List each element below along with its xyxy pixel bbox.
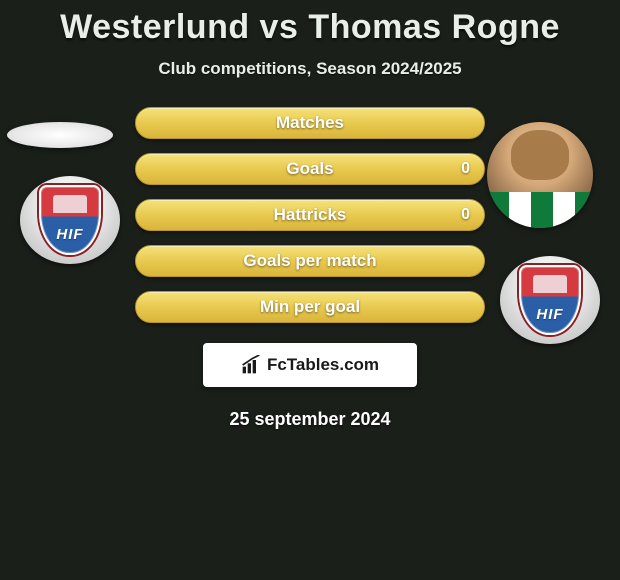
crest-abbr: HIF xyxy=(521,306,579,323)
stat-row-goals-per-match: Goals per match xyxy=(135,245,485,277)
stat-right-value: 0 xyxy=(461,206,470,224)
stat-row-hattricks: Hattricks 0 xyxy=(135,199,485,231)
stat-row-goals: Goals 0 xyxy=(135,153,485,185)
club-crest-left: HIF xyxy=(20,176,120,264)
date-text: 25 september 2024 xyxy=(0,409,620,430)
crest-shield-icon: HIF xyxy=(39,185,101,255)
crest-abbr: HIF xyxy=(41,226,99,243)
bar-chart-icon xyxy=(241,355,261,375)
branding-text: FcTables.com xyxy=(267,355,379,375)
stat-row-min-per-goal: Min per goal xyxy=(135,291,485,323)
stat-label: Goals xyxy=(286,159,333,179)
stat-label: Goals per match xyxy=(243,251,376,271)
stat-right-value: 0 xyxy=(461,160,470,178)
stat-label: Min per goal xyxy=(260,297,360,317)
branding-box: FcTables.com xyxy=(203,343,417,387)
player-right-avatar xyxy=(487,122,593,228)
subtitle: Club competitions, Season 2024/2025 xyxy=(0,59,620,79)
page-title: Westerlund vs Thomas Rogne xyxy=(0,8,620,47)
player-left-avatar-placeholder xyxy=(7,122,113,148)
stat-label: Hattricks xyxy=(274,205,347,225)
stat-row-matches: Matches xyxy=(135,107,485,139)
club-crest-right: HIF xyxy=(500,256,600,344)
crest-shield-icon: HIF xyxy=(519,265,581,335)
stat-label: Matches xyxy=(276,113,344,133)
